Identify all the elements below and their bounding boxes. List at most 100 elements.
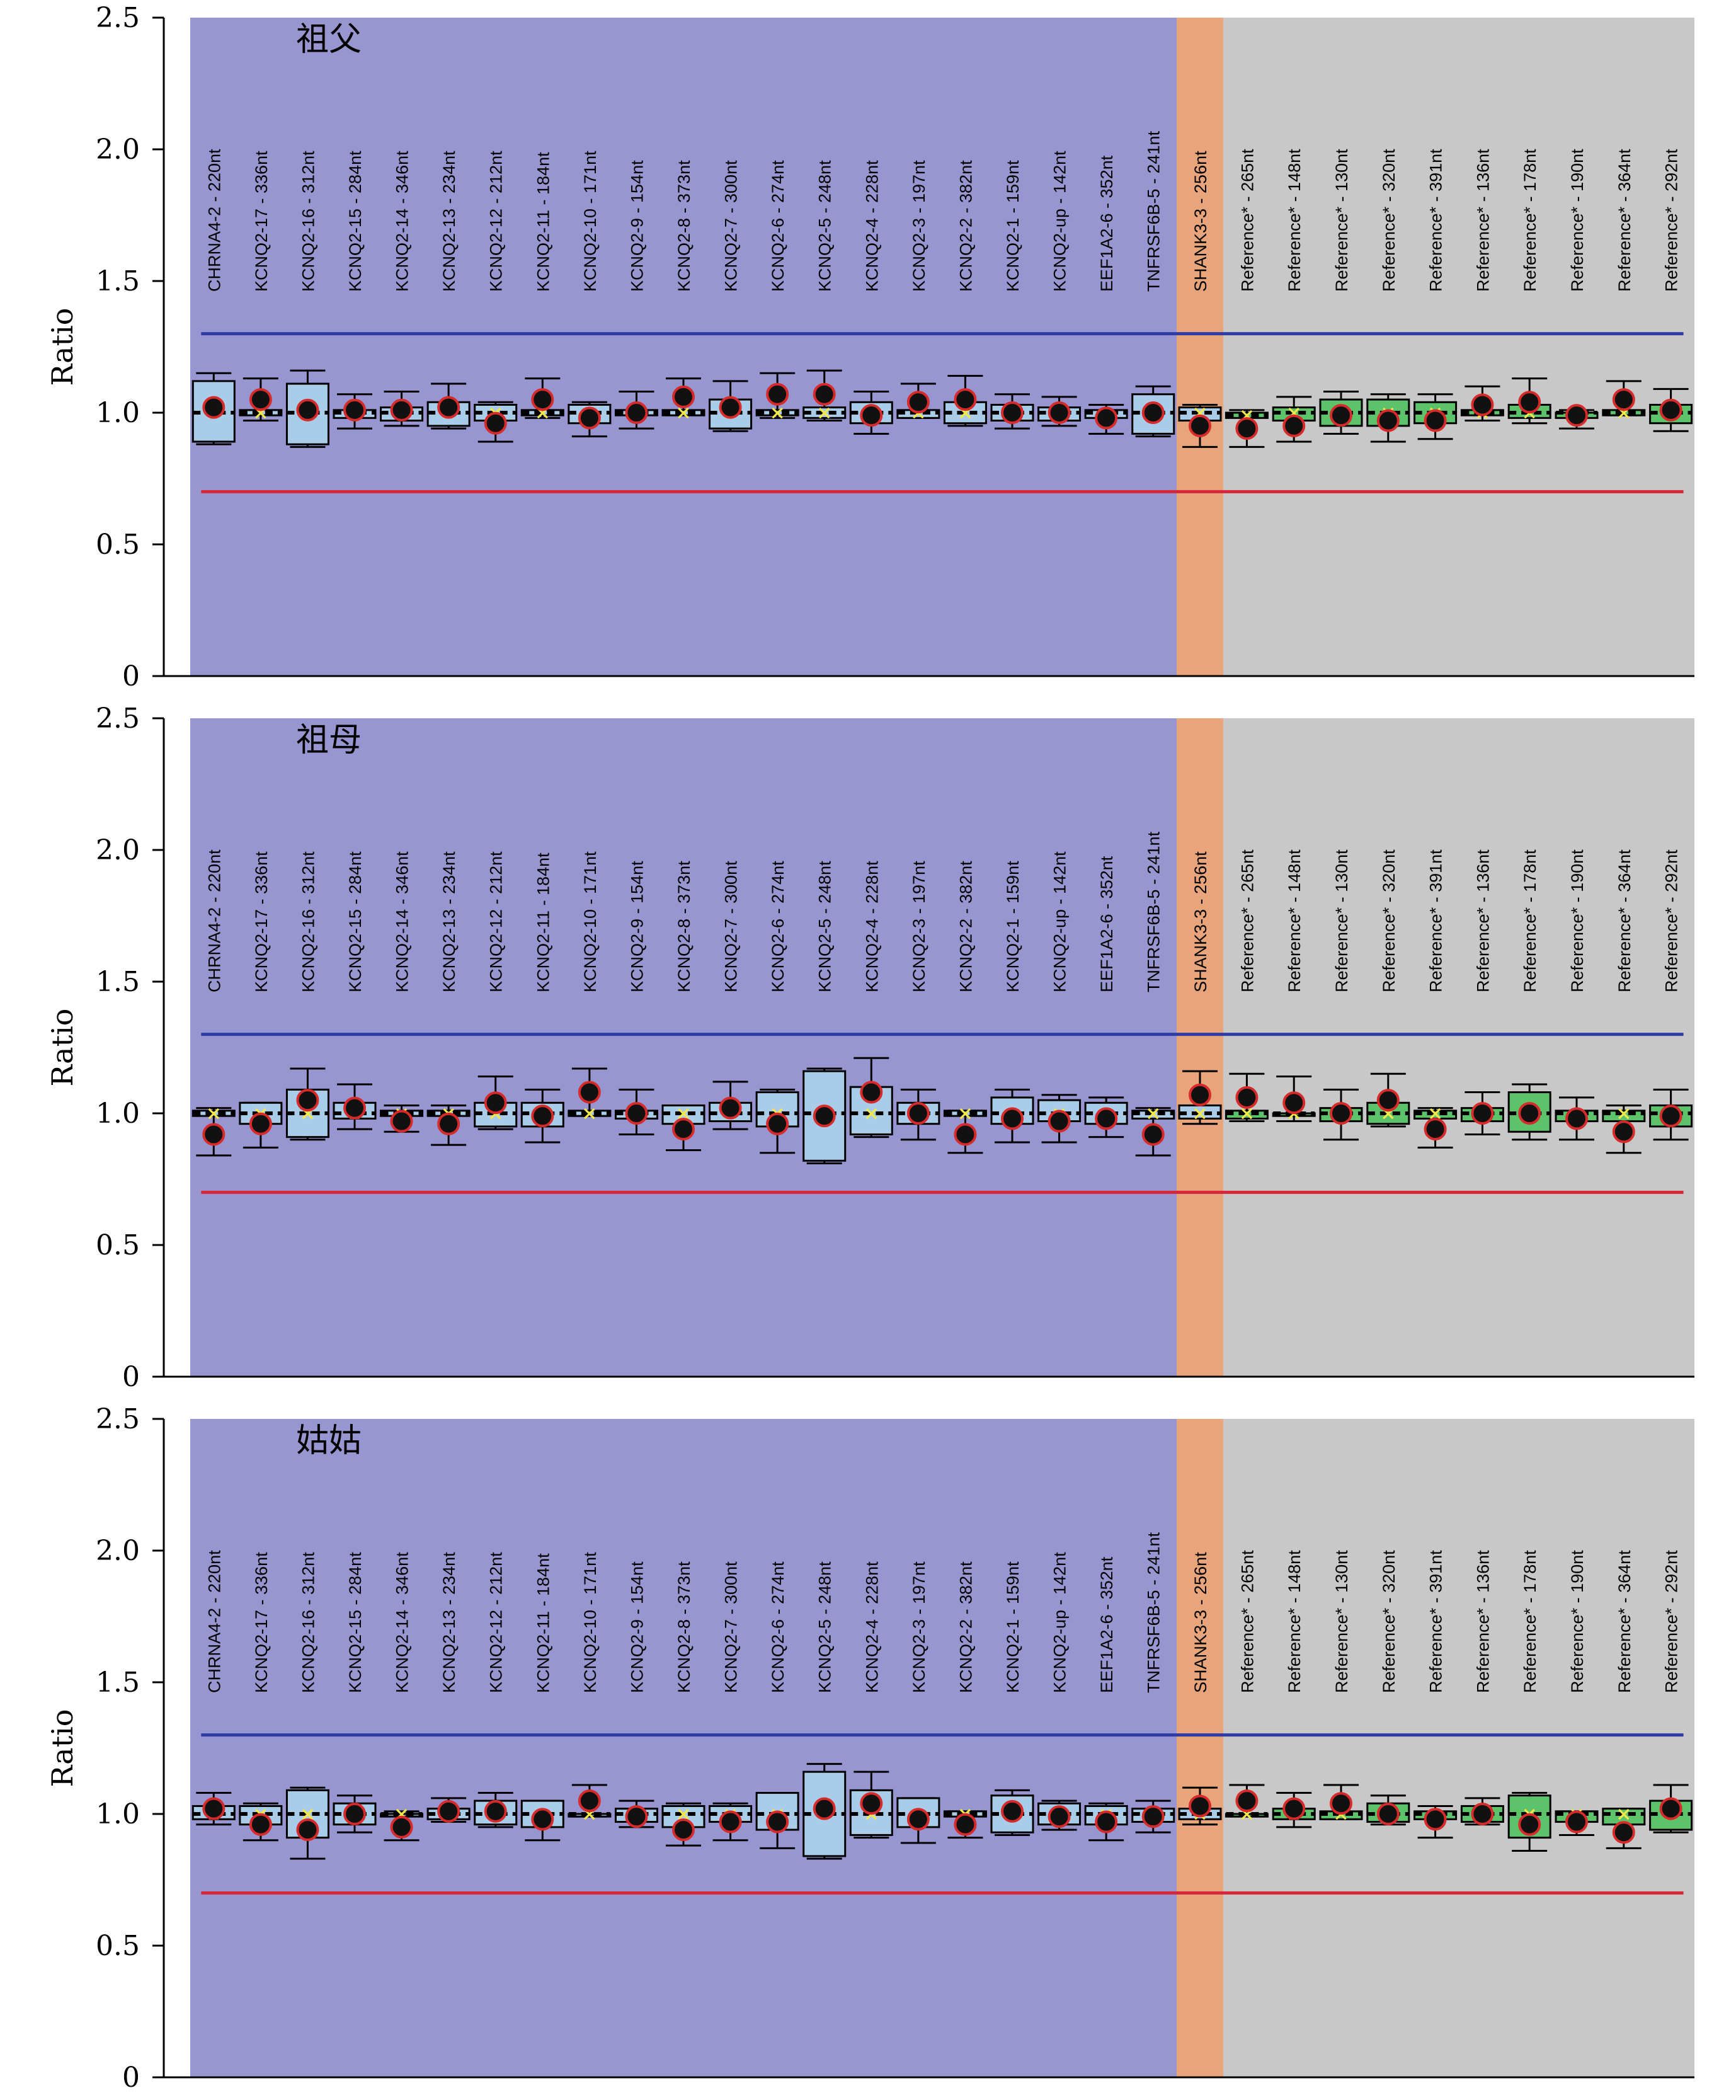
- ratio-dot: [906, 391, 930, 414]
- probe-label: Reference* - 136nt: [1473, 849, 1492, 992]
- reference-region: [1223, 1419, 1694, 2077]
- ratio-dot: [954, 1123, 977, 1146]
- panel-title: 祖父: [296, 21, 362, 59]
- y-tick-label: 0: [122, 1361, 140, 1393]
- probe-label: KCNQ2-14 - 346nt: [393, 1552, 412, 1693]
- ratio-dot: [1518, 391, 1541, 414]
- probe-label: KCNQ2-11 - 184nt: [534, 1553, 552, 1693]
- probe-label: KCNQ2-9 - 154nt: [627, 160, 646, 292]
- ratio-dot: [1612, 1821, 1635, 1844]
- probe-label: KCNQ2-9 - 154nt: [627, 1561, 646, 1693]
- ratio-dot: [672, 385, 695, 408]
- ratio-dot: [1141, 1123, 1165, 1146]
- ratio-dot: [1001, 1107, 1024, 1130]
- ratio-dot: [672, 1118, 695, 1141]
- probe-label: KCNQ2-17 - 336nt: [252, 1552, 271, 1693]
- probe-label: KCNQ2-up - 142nt: [1051, 851, 1070, 992]
- probe-label: KCNQ2-15 - 284nt: [346, 151, 365, 292]
- probe-label: KCNQ2-11 - 184nt: [534, 152, 552, 292]
- probe-label: Reference* - 178nt: [1521, 149, 1539, 292]
- probe-label: KCNQ2-8 - 373nt: [675, 861, 694, 992]
- ratio-dot: [296, 1089, 319, 1112]
- ratio-dot: [1048, 1805, 1071, 1828]
- ratio-dot: [860, 1081, 883, 1104]
- mean-marker: ×: [1145, 1103, 1161, 1125]
- ratio-dot: [1189, 1083, 1211, 1106]
- ratio-dot: [1095, 1810, 1118, 1833]
- ratio-dot: [719, 396, 742, 419]
- ratio-dot: [390, 1815, 413, 1839]
- ratio-dot: [484, 411, 507, 435]
- probe-label: EEF1A2-6 - 352nt: [1097, 155, 1116, 292]
- ratio-dot: [1471, 1102, 1494, 1125]
- probe-label: KCNQ2-14 - 346nt: [393, 151, 412, 292]
- probe-label: Reference* - 292nt: [1662, 849, 1681, 992]
- y-tick-label: 0.5: [96, 529, 140, 561]
- ratio-dot: [860, 404, 883, 427]
- ratio-dot: [343, 1803, 366, 1825]
- probe-label: KCNQ2-5 - 248nt: [816, 1561, 835, 1693]
- ratio-dot: [813, 1797, 836, 1820]
- ratio-dot: [1565, 1107, 1588, 1130]
- probe-label: KCNQ2-16 - 312nt: [299, 851, 317, 992]
- probe-label: KCNQ2-5 - 248nt: [816, 160, 835, 292]
- probe-label: Reference* - 178nt: [1521, 849, 1539, 992]
- probe-label: Reference* - 364nt: [1615, 149, 1634, 292]
- ratio-dot: [1659, 1797, 1682, 1820]
- ratio-dot: [1565, 404, 1588, 427]
- probe-label: Reference* - 130nt: [1332, 149, 1351, 292]
- ratio-dot: [202, 1797, 226, 1820]
- probe-label: TNFRSF6B-5 - 241nt: [1145, 831, 1163, 992]
- probe-label: KCNQ2-17 - 336nt: [252, 851, 271, 992]
- probe-label: KCNQ2-1 - 159nt: [1003, 160, 1022, 292]
- probe-label: TNFRSF6B-5 - 241nt: [1145, 130, 1163, 292]
- probe-label: KCNQ2-8 - 373nt: [675, 160, 694, 292]
- ratio-dot: [1376, 409, 1400, 432]
- panel-title: 祖母: [296, 721, 362, 759]
- ratio-dot: [1141, 401, 1165, 424]
- probe-label: KCNQ2-13 - 234nt: [440, 1552, 459, 1693]
- y-tick-label: 0: [122, 660, 140, 692]
- ratio-dot: [1235, 1086, 1259, 1109]
- ratio-dot: [1048, 401, 1071, 424]
- probe-label: KCNQ2-3 - 197nt: [910, 861, 928, 992]
- probe-label: KCNQ2-2 - 382nt: [956, 1561, 975, 1693]
- y-tick-label: 2.5: [96, 1403, 140, 1435]
- probe-label: KCNQ2-1 - 159nt: [1003, 1561, 1022, 1693]
- ratio-dot: [1235, 417, 1259, 440]
- test-region: [190, 1419, 1177, 2077]
- probe-label: KCNQ2-4 - 228nt: [862, 160, 881, 292]
- ratio-dot: [390, 1110, 413, 1133]
- ratio-dot: [954, 388, 977, 411]
- ratio-dot: [1048, 1110, 1071, 1133]
- y-tick-label: 2.5: [96, 2, 140, 34]
- probe-label: Reference* - 292nt: [1662, 1550, 1681, 1693]
- probe-label: Reference* - 190nt: [1568, 1550, 1587, 1693]
- ratio-dot: [1330, 1792, 1352, 1815]
- ratio-dot: [484, 1091, 507, 1115]
- probe-label: Reference* - 130nt: [1332, 1550, 1351, 1693]
- y-tick-label: 1.5: [96, 966, 140, 998]
- probe-label: Reference* - 265nt: [1238, 1550, 1257, 1693]
- probe-label: KCNQ2-3 - 197nt: [910, 1561, 928, 1693]
- ratio-dot: [531, 1808, 554, 1831]
- probe-label: Reference* - 136nt: [1473, 1550, 1492, 1693]
- y-tick-label: 1.0: [96, 1798, 140, 1830]
- ratio-dot: [625, 401, 648, 424]
- y-tick-label: 2.0: [96, 134, 140, 166]
- probe-label: KCNQ2-6 - 274nt: [768, 861, 787, 992]
- y-tick-label: 2.0: [96, 834, 140, 866]
- ratio-dot: [1282, 1797, 1306, 1820]
- probe-label: KCNQ2-4 - 228nt: [862, 1561, 881, 1693]
- ratio-dot: [249, 1813, 272, 1836]
- probe-label: KCNQ2-10 - 171nt: [581, 1552, 600, 1693]
- probe-label: Reference* - 190nt: [1568, 149, 1587, 292]
- probe-label: KCNQ2-11 - 184nt: [534, 852, 552, 992]
- ratio-dot: [1189, 1794, 1211, 1818]
- ratio-dot: [719, 1096, 742, 1120]
- ratio-dot: [1612, 388, 1635, 411]
- ratio-dot: [1424, 1118, 1447, 1141]
- mean-marker: ×: [816, 402, 832, 424]
- probe-label: KCNQ2-6 - 274nt: [768, 1561, 787, 1693]
